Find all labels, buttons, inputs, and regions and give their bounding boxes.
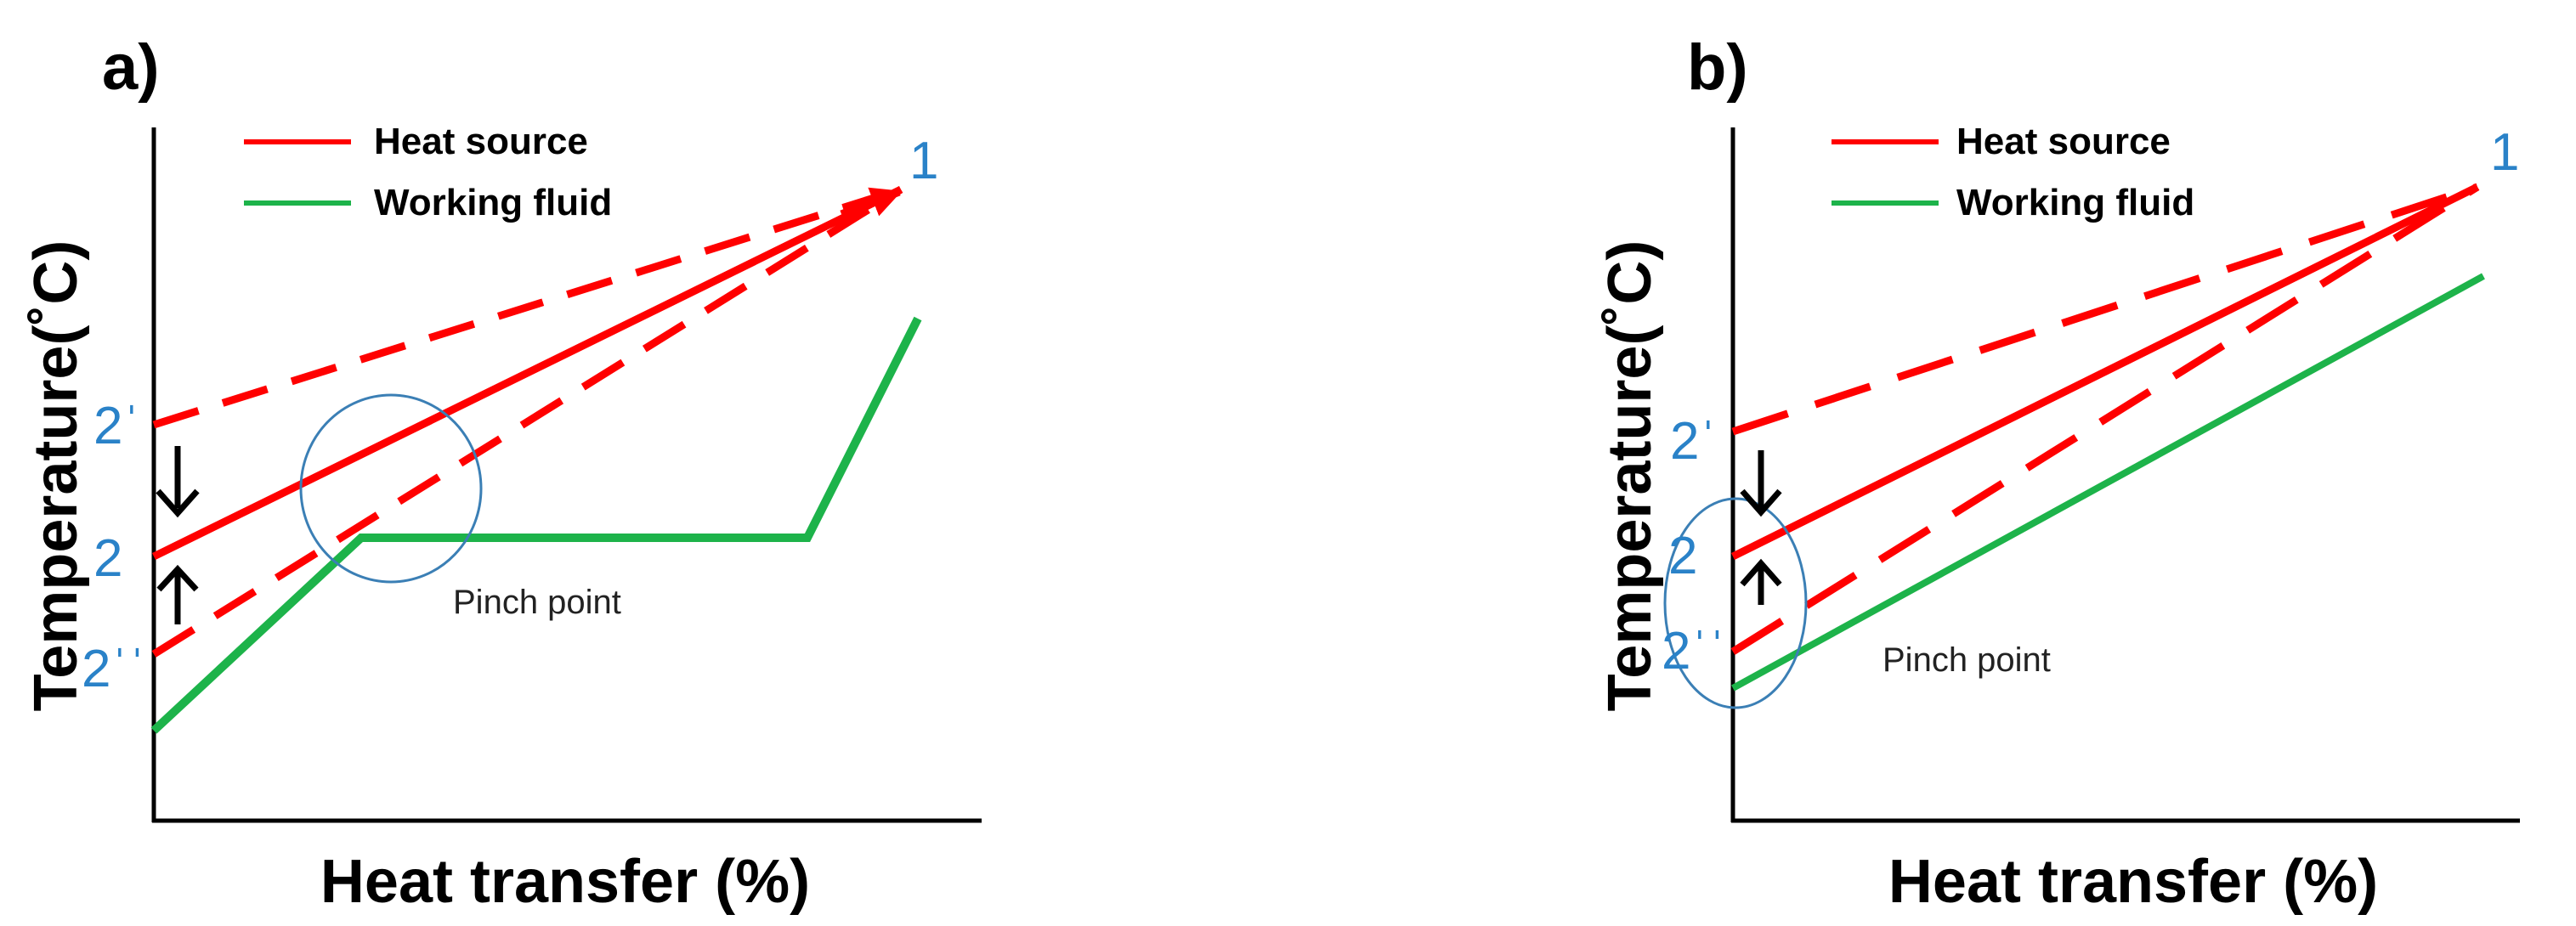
- panel-b-point-2dprime-label: 2ˈˈ: [1662, 622, 1726, 680]
- panel-b-heat-source-2dprime-line: [1730, 184, 2480, 655]
- panel-a-heat-source-2dprime-line: [151, 186, 903, 658]
- panel-b-point-2-label: 2: [1668, 527, 1697, 585]
- panel-b: b) Temperature(˚C) Heat transfer (%) Hea…: [1596, 31, 2520, 916]
- panel-b-legend-working-fluid: Working fluid: [1956, 182, 2194, 223]
- panel-a-working-fluid-line: [150, 316, 922, 734]
- panel-b-x-axis-title: Heat transfer (%): [1888, 848, 2378, 916]
- panel-a-pinch-label: Pinch point: [453, 584, 621, 621]
- panel-a: a) Temperature(˚C) Heat transfer (%) Hea…: [22, 31, 982, 916]
- panel-b-legend-heat-source: Heat source: [1956, 121, 2171, 162]
- panel-b-y-axis-title: Temperature(˚C): [1596, 240, 1664, 712]
- panel-a-x-axis-title: Heat transfer (%): [320, 848, 810, 916]
- panel-b-down-arrow: [1740, 450, 1782, 517]
- panel-a-label: a): [102, 31, 160, 104]
- panel-b-working-fluid-line: [1731, 273, 2485, 692]
- panel-b-pinch-label: Pinch point: [1882, 641, 2051, 679]
- panel-a-legend-working-fluid: Working fluid: [374, 182, 612, 223]
- panel-a-up-arrow: [156, 564, 199, 624]
- panel-a-point-1-label: 1: [909, 132, 938, 190]
- panel-a-down-arrow: [156, 446, 200, 518]
- panel-a-point-2prime-label: 2ˈ: [93, 397, 140, 455]
- panel-b-point-2prime-label: 2ˈ: [1670, 412, 1717, 471]
- panel-a-y-axis-title: Temperature(˚C): [22, 240, 90, 712]
- panel-a-heat-source-arrowhead: [840, 187, 903, 218]
- panel-b-heat-source-2-line: [1730, 183, 2480, 561]
- panel-a-pinch-circle: [299, 393, 483, 584]
- panel-a-heat-source-2prime-line: [152, 185, 903, 429]
- panel-b-point-1-label: 1: [2490, 123, 2519, 182]
- panel-a-point-2dprime-label: 2ˈˈ: [82, 640, 146, 698]
- panel-a-heat-source-2-line: [152, 185, 903, 561]
- panel-a-point-2-label: 2: [93, 529, 122, 588]
- panel-b-label: b): [1687, 31, 1748, 104]
- panel-b-heat-source-2prime-line: [1731, 183, 2479, 436]
- panel-b-pinch-circle: [1663, 497, 1808, 709]
- panel-b-up-arrow: [1740, 558, 1782, 605]
- panel-a-legend-heat-source: Heat source: [374, 121, 588, 162]
